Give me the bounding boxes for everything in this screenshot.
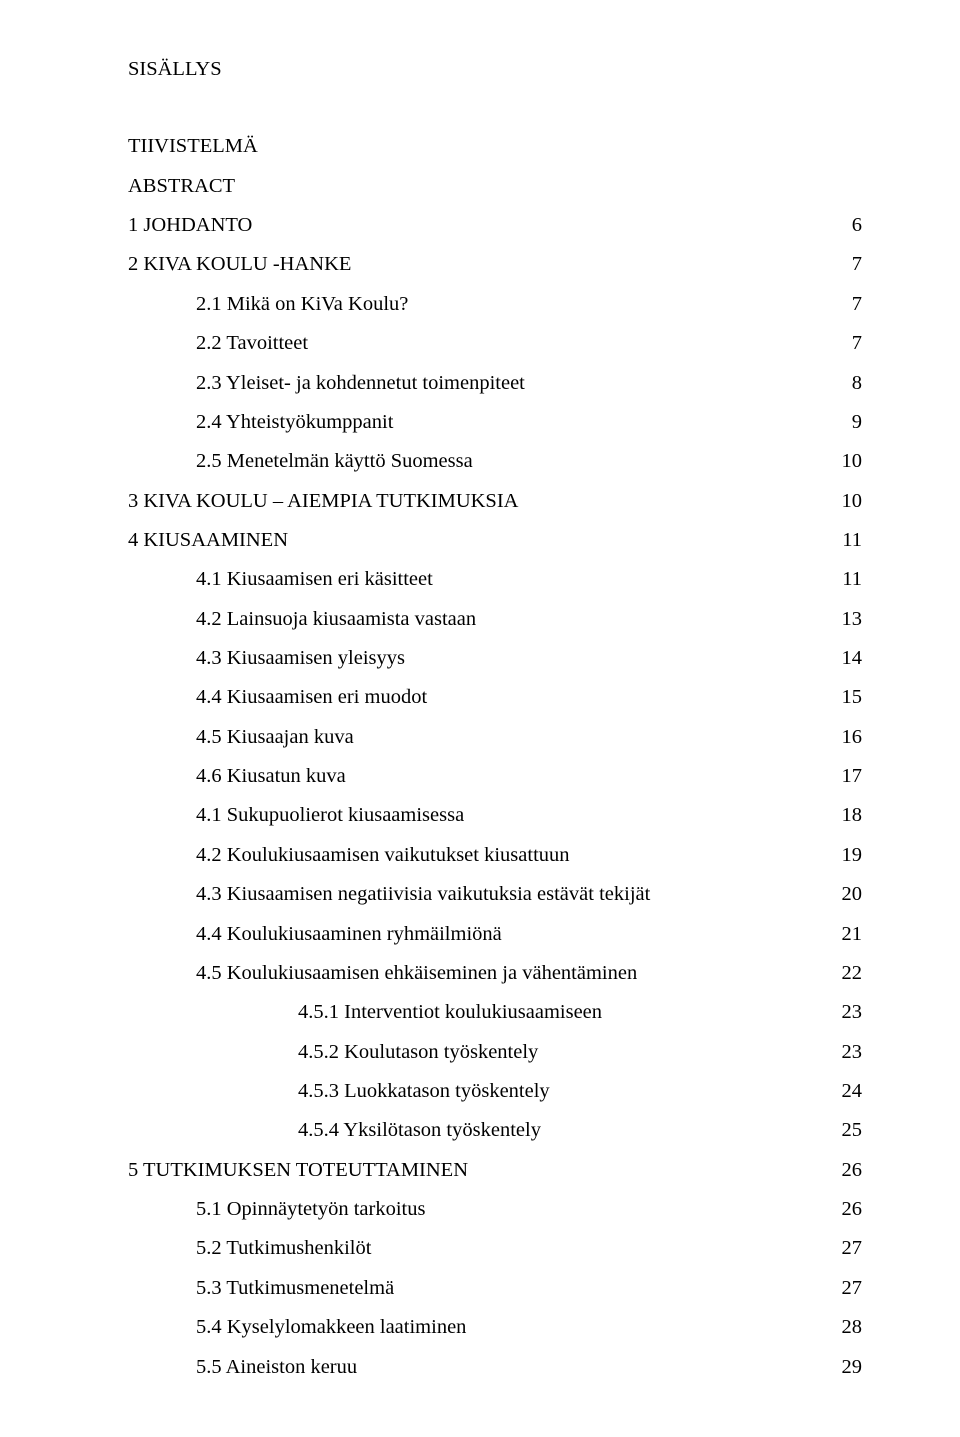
toc-entry: 2.1 Mikä on KiVa Koulu?7 — [128, 285, 862, 324]
toc-entry: 5 TUTKIMUKSEN TOTEUTTAMINEN26 — [128, 1151, 862, 1190]
toc-entry: 2.3 Yleiset- ja kohdennetut toimenpiteet… — [128, 364, 862, 403]
toc-entry-label: 4.6 Kiusatun kuva — [128, 757, 822, 796]
toc-entry-label: 2 KIVA KOULU -HANKE — [128, 245, 822, 284]
toc-entry: 4 KIUSAAMINEN11 — [128, 521, 862, 560]
toc-entry-page: 27 — [822, 1229, 862, 1268]
toc-entry-label: 2.2 Tavoitteet — [128, 324, 822, 363]
toc-entry-label: 4.2 Koulukiusaamisen vaikutukset kiusatt… — [128, 836, 822, 875]
toc-entry-label: 4.5.3 Luokkatason työskentely — [128, 1072, 822, 1111]
toc-entry-page: 18 — [822, 796, 862, 835]
toc-entry-label: 4.3 Kiusaamisen yleisyys — [128, 639, 822, 678]
toc-entry-page: 13 — [822, 600, 862, 639]
toc-entry-page: 15 — [822, 678, 862, 717]
toc-entry-label: 4.5.1 Interventiot koulukiusaamiseen — [128, 993, 822, 1032]
toc-entry-page: 23 — [822, 1033, 862, 1072]
toc-entries: 1 JOHDANTO62 KIVA KOULU -HANKE72.1 Mikä … — [128, 206, 862, 1387]
toc-entry-label: 4.4 Kiusaamisen eri muodot — [128, 678, 822, 717]
toc-entry-page: 17 — [822, 757, 862, 796]
toc-entry: 4.6 Kiusatun kuva17 — [128, 757, 862, 796]
toc-entry: 4.5 Kiusaajan kuva16 — [128, 718, 862, 757]
toc-entry-label: 4.2 Lainsuoja kiusaamista vastaan — [128, 600, 822, 639]
toc-entry: 4.5.4 Yksilötason työskentely25 — [128, 1111, 862, 1150]
toc-entry-page: 24 — [822, 1072, 862, 1111]
toc-entry: 5.3 Tutkimusmenetelmä27 — [128, 1269, 862, 1308]
toc-entry-page: 11 — [822, 521, 862, 560]
toc-entry: 2 KIVA KOULU -HANKE7 — [128, 245, 862, 284]
toc-entry: 5.1 Opinnäytetyön tarkoitus26 — [128, 1190, 862, 1229]
toc-entry-label: 5.1 Opinnäytetyön tarkoitus — [128, 1190, 822, 1229]
toc-entry-label: 5.5 Aineiston keruu — [128, 1348, 822, 1387]
toc-entry: 5.5 Aineiston keruu29 — [128, 1348, 862, 1387]
toc-entry-page: 7 — [822, 285, 862, 324]
toc-entry-label: 2.4 Yhteistyökumppanit — [128, 403, 822, 442]
toc-entry: 5.2 Tutkimushenkilöt27 — [128, 1229, 862, 1268]
toc-entry: 4.1 Sukupuolierot kiusaamisessa18 — [128, 796, 862, 835]
toc-entry-label: 4.5 Kiusaajan kuva — [128, 718, 822, 757]
toc-entry-label: 4.3 Kiusaamisen negatiivisia vaikutuksia… — [128, 875, 822, 914]
toc-entry: 3 KIVA KOULU – AIEMPIA TUTKIMUKSIA10 — [128, 482, 862, 521]
toc-entry-page: 21 — [822, 915, 862, 954]
toc-entry-label: 2.1 Mikä on KiVa Koulu? — [128, 285, 822, 324]
toc-entry-label: 1 JOHDANTO — [128, 206, 822, 245]
toc-title: SISÄLLYS — [128, 50, 222, 89]
toc-entry-label: 4.1 Sukupuolierot kiusaamisessa — [128, 796, 822, 835]
toc-entry: 4.3 Kiusaamisen yleisyys14 — [128, 639, 862, 678]
toc-entry-label: 5.3 Tutkimusmenetelmä — [128, 1269, 822, 1308]
toc-entry-label: 4.5 Koulukiusaamisen ehkäiseminen ja väh… — [128, 954, 822, 993]
toc-entry-label: 2.5 Menetelmän käyttö Suomessa — [128, 442, 822, 481]
toc-entry-page: 25 — [822, 1111, 862, 1150]
toc-entry: 4.5.1 Interventiot koulukiusaamiseen23 — [128, 993, 862, 1032]
front-matter-row: ABSTRACT — [128, 167, 862, 206]
toc-entry-page: 14 — [822, 639, 862, 678]
toc-entry-page: 6 — [822, 206, 862, 245]
toc-entry-page: 9 — [822, 403, 862, 442]
toc-entry-label: 5 TUTKIMUKSEN TOTEUTTAMINEN — [128, 1151, 822, 1190]
toc-entry: 4.3 Kiusaamisen negatiivisia vaikutuksia… — [128, 875, 862, 914]
toc-entry-label: 5.4 Kyselylomakkeen laatiminen — [128, 1308, 822, 1347]
toc-entry-page: 11 — [822, 560, 862, 599]
toc-entry: 4.4 Koulukiusaaminen ryhmäilmiönä21 — [128, 915, 862, 954]
toc-entry-page: 26 — [822, 1151, 862, 1190]
toc-entry-page: 27 — [822, 1269, 862, 1308]
toc-entry-page: 8 — [822, 364, 862, 403]
toc-entry: 2.2 Tavoitteet7 — [128, 324, 862, 363]
toc-entry-page: 20 — [822, 875, 862, 914]
toc-entry-label: 5.2 Tutkimushenkilöt — [128, 1229, 822, 1268]
toc-entry-page: 22 — [822, 954, 862, 993]
toc-entry-label: 2.3 Yleiset- ja kohdennetut toimenpiteet — [128, 364, 822, 403]
toc-entry-page: 7 — [822, 245, 862, 284]
toc-entry: 4.5.3 Luokkatason työskentely24 — [128, 1072, 862, 1111]
toc-entry: 4.4 Kiusaamisen eri muodot15 — [128, 678, 862, 717]
toc-entry-page: 23 — [822, 993, 862, 1032]
toc-entry: 4.5 Koulukiusaamisen ehkäiseminen ja väh… — [128, 954, 862, 993]
toc-entry-label: 4.5.4 Yksilötason työskentely — [128, 1111, 822, 1150]
toc-entry-page: 26 — [822, 1190, 862, 1229]
toc-entry-page: 16 — [822, 718, 862, 757]
toc-entry-page: 7 — [822, 324, 862, 363]
toc-entry-page: 10 — [822, 482, 862, 521]
front-matter-label: TIIVISTELMÄ — [128, 127, 258, 166]
toc-entry-page: 10 — [822, 442, 862, 481]
toc-entry: 4.5.2 Koulutason työskentely23 — [128, 1033, 862, 1072]
toc-entry-label: 3 KIVA KOULU – AIEMPIA TUTKIMUKSIA — [128, 482, 822, 521]
toc-entry-label: 4.5.2 Koulutason työskentely — [128, 1033, 822, 1072]
toc-entry: 1 JOHDANTO6 — [128, 206, 862, 245]
toc-container: SISÄLLYS TIIVISTELMÄ ABSTRACT 1 JOHDANTO… — [128, 50, 862, 1387]
toc-entry: 2.5 Menetelmän käyttö Suomessa10 — [128, 442, 862, 481]
toc-entry: 4.2 Lainsuoja kiusaamista vastaan13 — [128, 600, 862, 639]
toc-entry: 2.4 Yhteistyökumppanit9 — [128, 403, 862, 442]
toc-entry-page: 28 — [822, 1308, 862, 1347]
toc-entry-label: 4.4 Koulukiusaaminen ryhmäilmiönä — [128, 915, 822, 954]
toc-entry-page: 19 — [822, 836, 862, 875]
front-matter-label: ABSTRACT — [128, 167, 235, 206]
toc-entry: 5.4 Kyselylomakkeen laatiminen28 — [128, 1308, 862, 1347]
toc-entry-label: 4 KIUSAAMINEN — [128, 521, 822, 560]
toc-entry-page: 29 — [822, 1348, 862, 1387]
front-matter-row: TIIVISTELMÄ — [128, 127, 862, 166]
toc-title-row: SISÄLLYS — [128, 50, 862, 89]
toc-entry: 4.1 Kiusaamisen eri käsitteet11 — [128, 560, 862, 599]
toc-entry: 4.2 Koulukiusaamisen vaikutukset kiusatt… — [128, 836, 862, 875]
toc-entry-label: 4.1 Kiusaamisen eri käsitteet — [128, 560, 822, 599]
